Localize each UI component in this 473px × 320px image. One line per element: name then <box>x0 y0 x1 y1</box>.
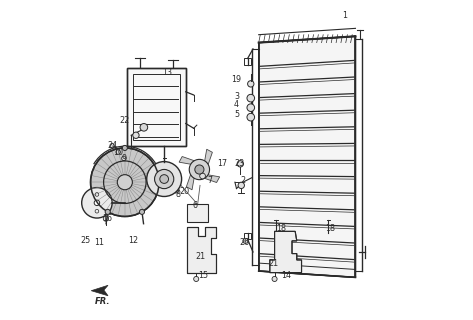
Circle shape <box>147 162 182 196</box>
Polygon shape <box>179 156 194 164</box>
Polygon shape <box>187 227 216 273</box>
Circle shape <box>237 161 244 167</box>
Text: 18: 18 <box>276 224 286 233</box>
Text: 15: 15 <box>198 271 208 280</box>
Text: 20: 20 <box>179 187 189 196</box>
Circle shape <box>155 169 174 188</box>
Text: 7: 7 <box>207 176 212 185</box>
Text: 10: 10 <box>114 148 123 156</box>
Text: 17: 17 <box>217 159 228 168</box>
Text: 18: 18 <box>325 224 335 233</box>
Text: 12: 12 <box>128 236 139 245</box>
Text: 5: 5 <box>234 109 239 118</box>
Polygon shape <box>270 231 301 273</box>
Circle shape <box>247 81 254 87</box>
Text: 24: 24 <box>107 141 117 150</box>
Circle shape <box>82 188 112 218</box>
Circle shape <box>116 150 121 154</box>
Text: 8: 8 <box>175 190 180 199</box>
Text: 25: 25 <box>81 236 91 245</box>
Text: 19: 19 <box>231 75 242 84</box>
Text: FR.: FR. <box>95 297 110 306</box>
Text: 14: 14 <box>280 271 291 280</box>
Circle shape <box>160 175 168 183</box>
Polygon shape <box>186 175 194 190</box>
Circle shape <box>174 187 179 193</box>
Text: 23: 23 <box>235 159 245 168</box>
Text: 4: 4 <box>234 100 239 109</box>
Text: 1: 1 <box>342 11 347 20</box>
Text: 21: 21 <box>269 259 279 268</box>
Circle shape <box>247 113 254 121</box>
Circle shape <box>238 182 245 188</box>
Circle shape <box>90 148 159 216</box>
Circle shape <box>110 143 114 148</box>
Circle shape <box>122 156 126 161</box>
Polygon shape <box>204 175 219 182</box>
Polygon shape <box>259 36 355 277</box>
Text: 21: 21 <box>195 252 205 261</box>
Circle shape <box>247 94 254 102</box>
Circle shape <box>123 145 127 150</box>
Circle shape <box>94 200 100 205</box>
Circle shape <box>200 173 205 179</box>
Circle shape <box>103 216 108 221</box>
Polygon shape <box>91 285 108 296</box>
Text: 2: 2 <box>240 176 245 185</box>
Text: 13: 13 <box>162 68 172 77</box>
Text: 6: 6 <box>193 202 198 211</box>
Circle shape <box>133 132 139 139</box>
Circle shape <box>117 175 132 190</box>
Circle shape <box>272 276 277 282</box>
Text: 9: 9 <box>121 154 126 163</box>
Text: 16: 16 <box>102 214 112 223</box>
Text: 26: 26 <box>239 238 249 247</box>
Text: 11: 11 <box>95 238 105 247</box>
Circle shape <box>193 276 199 282</box>
Circle shape <box>140 209 145 214</box>
Circle shape <box>140 124 148 131</box>
Circle shape <box>243 238 248 244</box>
Polygon shape <box>127 68 186 146</box>
Circle shape <box>105 209 110 214</box>
Circle shape <box>247 104 254 111</box>
Polygon shape <box>205 149 212 164</box>
Circle shape <box>189 159 210 180</box>
Text: 3: 3 <box>234 92 239 101</box>
Circle shape <box>195 165 204 174</box>
Text: 22: 22 <box>120 116 130 125</box>
Polygon shape <box>187 204 208 222</box>
